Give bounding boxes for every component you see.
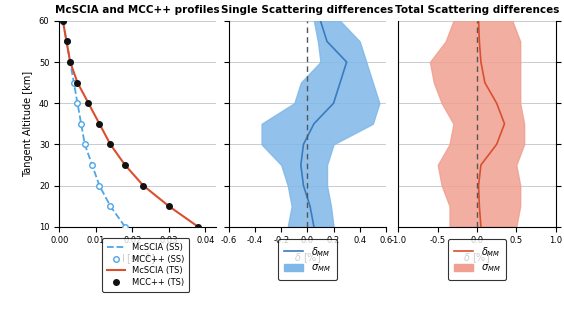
X-axis label: I [sr$^{-1}$]: I [sr$^{-1}$] <box>121 251 155 266</box>
Title: Total Scattering differences: Total Scattering differences <box>395 4 559 14</box>
Y-axis label: Tangent Altitude [km]: Tangent Altitude [km] <box>23 71 33 177</box>
X-axis label: $\delta$ [%]: $\delta$ [%] <box>294 251 321 265</box>
Legend: $\delta_{MM}$, $\sigma_{MM}$: $\delta_{MM}$, $\sigma_{MM}$ <box>278 239 337 280</box>
Title: Single Scattering differences: Single Scattering differences <box>221 4 394 14</box>
Title: McSCIA and MCC++ profiles: McSCIA and MCC++ profiles <box>55 4 220 14</box>
X-axis label: $\delta$ [%]: $\delta$ [%] <box>464 251 491 265</box>
Legend: McSCIA (SS), MCC++ (SS), McSCIA (TS), MCC++ (TS): McSCIA (SS), MCC++ (SS), McSCIA (TS), MC… <box>102 239 190 292</box>
Legend: $\delta_{MM}$, $\sigma_{MM}$: $\delta_{MM}$, $\sigma_{MM}$ <box>448 239 506 280</box>
